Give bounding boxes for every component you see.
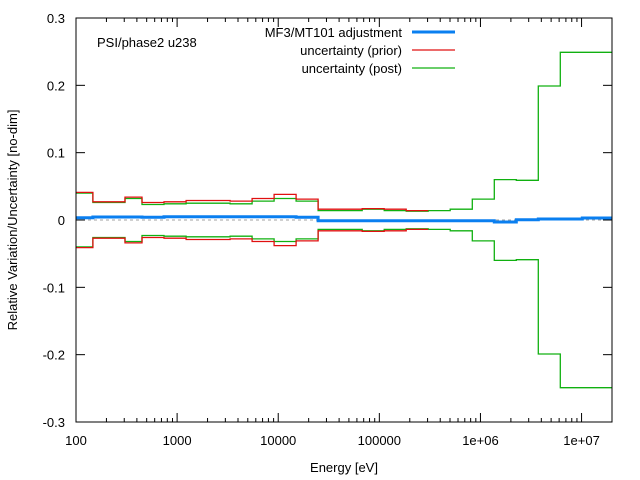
series-uncertainty-post-lower	[76, 228, 612, 389]
legend-label: MF3/MT101 adjustment	[265, 25, 403, 40]
x-tick-label: 100000	[358, 433, 401, 448]
y-tick-labels: 0.3 0.2 0.1 0 -0.1 -0.2 -0.3	[43, 11, 65, 430]
y-tick-label: 0	[58, 213, 65, 228]
y-axis-title: Relative Variation/Uncertainty [no-dim]	[5, 110, 20, 331]
x-tick-label: 100	[65, 433, 87, 448]
x-tick-label: 1e+07	[563, 433, 600, 448]
legend: MF3/MT101 adjustment uncertainty (prior) u…	[265, 25, 455, 76]
x-tick-label: 10000	[260, 433, 296, 448]
legend-label: uncertainty (prior)	[300, 43, 402, 58]
y-tick-label: 0.3	[47, 11, 65, 26]
plot-annotation: PSI/phase2 u238	[97, 35, 197, 50]
y-tick-label: -0.1	[43, 280, 65, 295]
x-tick-label: 1000	[163, 433, 192, 448]
y-tick-label: 0.1	[47, 146, 65, 161]
y-tick-label: 0.2	[47, 78, 65, 93]
x-axis-title: Energy [eV]	[310, 460, 378, 475]
y-tick-label: -0.3	[43, 415, 65, 430]
tick-layer	[75, 17, 612, 423]
series-uncertainty-prior-lower	[76, 228, 429, 249]
legend-label: uncertainty (post)	[302, 61, 402, 76]
series-uncertainty-post-upper	[76, 51, 612, 212]
x-tick-labels: 100 1000 10000 100000 1e+06 1e+07	[65, 433, 600, 448]
series-uncertainty-prior-upper	[76, 191, 429, 212]
y-tick-label: -0.2	[43, 348, 65, 363]
series-layer	[76, 51, 612, 389]
x-tick-label: 1e+06	[462, 433, 499, 448]
series-mf3-mt101-adjustment	[76, 215, 612, 224]
